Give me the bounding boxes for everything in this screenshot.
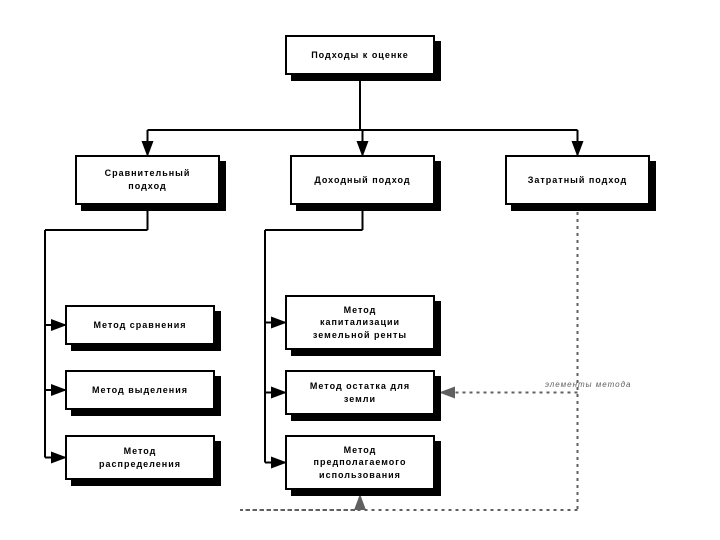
node-cost: Затратный подход: [505, 155, 650, 205]
node-m5: Метод остатка дляземли: [285, 370, 435, 415]
node-income: Доходный подход: [290, 155, 435, 205]
node-root: Подходы к оценке: [285, 35, 435, 75]
annotation-text: элементы метода: [545, 380, 631, 389]
node-m2: Метод выделения: [65, 370, 215, 410]
node-m4: Методкапитализацииземельной ренты: [285, 295, 435, 350]
node-m6: Методпредполагаемогоиспользования: [285, 435, 435, 490]
node-m3: Методраспределения: [65, 435, 215, 480]
node-comp: Сравнительныйподход: [75, 155, 220, 205]
node-m1: Метод сравнения: [65, 305, 215, 345]
